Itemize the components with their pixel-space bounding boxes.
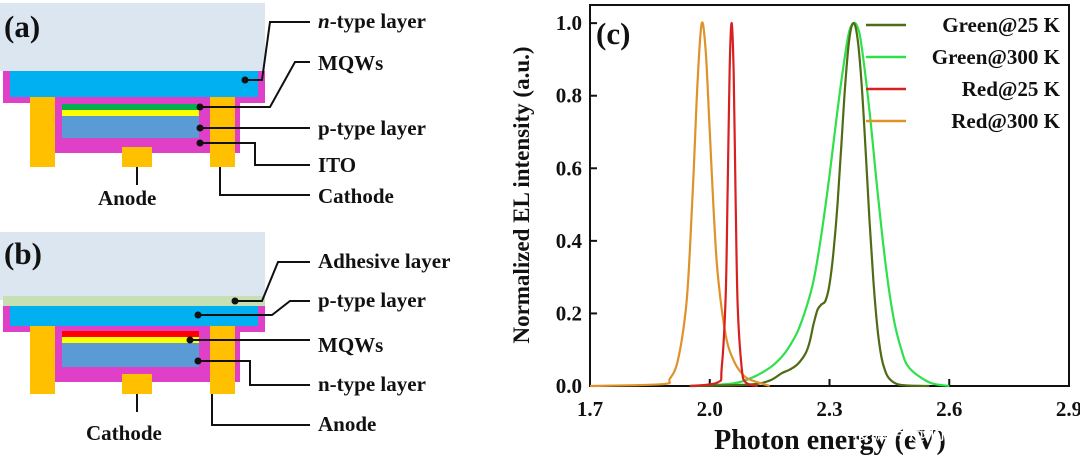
panel-a-cathode-left xyxy=(30,97,55,167)
panel-a-label-cathode: Cathode xyxy=(318,184,394,208)
y-tick-label: 0.0 xyxy=(556,374,582,398)
y-axis-ticks: 0.0 0.2 0.4 0.6 0.8 1.0 xyxy=(556,11,597,398)
panel-a-label-ito: ITO xyxy=(318,153,356,177)
y-tick-label: 1.0 xyxy=(556,11,582,35)
legend-entry: Green@300 K xyxy=(932,45,1061,69)
x-tick-label: 2.6 xyxy=(936,397,962,421)
panel-a-label-p-type: p-type layer xyxy=(318,116,426,140)
panel-a-substrate xyxy=(0,3,265,71)
panel-c-tag: (c) xyxy=(596,16,630,51)
plot-series xyxy=(589,21,950,388)
panel-a-leader-dots xyxy=(196,76,249,147)
panel-b-n-interlayer xyxy=(62,337,199,343)
panel-b-leaders xyxy=(136,261,310,426)
panel-b-diagram xyxy=(0,232,265,394)
panel-b-label-p-type: p-type layer xyxy=(318,288,426,312)
legend-entry: Red@300 K xyxy=(951,109,1060,133)
series-line-red-25-k xyxy=(689,21,759,388)
panel-a-label-anode: Anode xyxy=(98,186,156,210)
x-tick-label: 2.3 xyxy=(816,397,842,421)
watermark: 搜狐号@行家说Display xyxy=(852,422,1055,444)
chart-legend: Green@25 K Green@300 K Red@25 K Red@300 K xyxy=(866,13,1061,133)
panel-a-tag: (a) xyxy=(4,9,40,44)
y-tick-label: 0.6 xyxy=(556,156,582,180)
panel-a-label-mqws: MQWs xyxy=(318,51,383,75)
panel-a-anode-contact xyxy=(122,147,152,167)
panel-b-label-cathode: Cathode xyxy=(86,421,162,445)
panel-b-mqws xyxy=(62,331,199,337)
series-line-green-300-k xyxy=(689,21,950,388)
panel-a-ito xyxy=(62,116,199,138)
panel-a-cathode-right xyxy=(210,97,235,167)
panel-a-label-n-type-text: -type layer xyxy=(330,9,426,33)
x-axis-ticks: 1.7 2.0 2.3 2.6 2.9 xyxy=(577,379,1080,421)
panel-b-label-anode: Anode xyxy=(318,412,376,436)
panel-a-label-n-type: n-type layer xyxy=(318,9,426,33)
panel-b-substrate xyxy=(0,232,265,300)
panel-b-label-n-type: n-type layer xyxy=(318,372,426,396)
panel-a-leaders xyxy=(136,21,310,196)
panel-b-adhesive-layer xyxy=(3,296,265,306)
y-tick-label: 0.4 xyxy=(556,229,583,253)
panel-b-tag: (b) xyxy=(4,236,42,271)
panel-b-p-type-layer xyxy=(10,306,258,326)
panel-b-anode-left xyxy=(30,326,55,394)
panel-a-n-type-layer xyxy=(10,71,258,97)
x-tick-label: 2.0 xyxy=(697,397,723,421)
panel-b-leader-dots xyxy=(186,297,239,365)
series-line-red-300-k xyxy=(589,21,770,388)
legend-entry: Green@25 K xyxy=(942,13,1060,37)
series-line-green-25-k xyxy=(689,22,930,388)
legend-entry: Red@25 K xyxy=(962,77,1061,101)
x-tick-label: 2.9 xyxy=(1056,397,1080,421)
panel-b-label-adhesive: Adhesive layer xyxy=(318,249,450,273)
y-axis-title: Normalized EL intensity (a.u.) xyxy=(509,46,534,343)
x-axis-title: Photon energy (eV) xyxy=(714,425,946,455)
x-tick-label: 1.7 xyxy=(577,397,603,421)
y-tick-label: 0.2 xyxy=(556,301,582,325)
panel-a-p-type-layer xyxy=(62,110,199,116)
panel-b-n-type-layer xyxy=(62,343,199,367)
y-tick-label: 0.8 xyxy=(556,84,582,108)
panel-a-mqws xyxy=(62,104,199,110)
panel-b-cathode-contact xyxy=(122,374,152,394)
panel-b-label-mqws: MQWs xyxy=(318,333,383,357)
panel-c-chart: 1.7 2.0 2.3 2.6 2.9 0.0 0.2 0.4 0.6 0.8 1.0 (c) G… xyxy=(509,4,1080,455)
